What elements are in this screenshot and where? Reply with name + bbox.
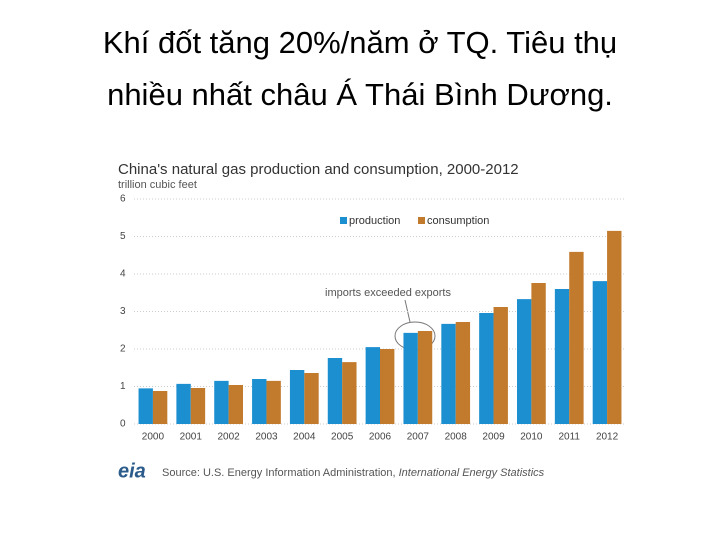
x-tick-label: 2009 xyxy=(482,432,505,443)
y-tick-label: 6 xyxy=(120,194,126,205)
bar xyxy=(569,251,584,424)
x-tick-label: 2004 xyxy=(293,432,316,443)
bar xyxy=(214,380,229,424)
y-tick-label: 5 xyxy=(120,231,126,242)
bar xyxy=(304,373,319,424)
bar xyxy=(289,370,305,424)
bar xyxy=(327,358,343,424)
bar xyxy=(455,322,471,424)
x-tick-label: 2005 xyxy=(331,432,354,443)
annotation: imports exceeded exports xyxy=(325,287,451,299)
x-tick-label: 2002 xyxy=(217,432,240,443)
bar xyxy=(607,230,622,424)
bar xyxy=(493,307,508,424)
source: Source: U.S. Energy Information Administ… xyxy=(162,467,545,479)
x-tick-label: 2011 xyxy=(558,432,580,443)
x-tick-label: 2007 xyxy=(407,432,430,443)
bar xyxy=(190,388,206,424)
y-tick-label: 3 xyxy=(120,306,126,317)
bar xyxy=(342,362,357,424)
bar xyxy=(479,313,494,424)
source-text: Source: U.S. Energy Information Administ… xyxy=(162,467,396,479)
y-tick-label: 0 xyxy=(120,419,126,430)
chart-title: China's natural gas production and consu… xyxy=(118,161,519,178)
bar xyxy=(252,379,267,424)
x-tick-label: 2010 xyxy=(520,432,543,443)
y-tick-label: 1 xyxy=(120,381,126,392)
x-tick-label: 2000 xyxy=(142,432,165,443)
bar xyxy=(403,332,418,424)
bar xyxy=(531,283,546,424)
x-tick-label: 2003 xyxy=(255,432,278,443)
y-tick-label: 2 xyxy=(120,344,126,355)
bar xyxy=(365,347,380,424)
legend-swatch xyxy=(418,217,425,224)
source-text: International Energy Statistics xyxy=(399,467,545,479)
bar xyxy=(417,331,433,424)
bar xyxy=(517,299,532,424)
x-tick-label: 2012 xyxy=(596,432,619,443)
bar xyxy=(152,391,168,424)
legend-label: consumption xyxy=(427,215,489,227)
y-tick-label: 4 xyxy=(120,269,126,280)
bar xyxy=(138,388,153,424)
x-tick-label: 2006 xyxy=(369,432,392,443)
x-tick-label: 2008 xyxy=(445,432,468,443)
bar xyxy=(266,380,281,424)
x-tick-label: 2001 xyxy=(180,432,203,443)
bar xyxy=(554,289,570,424)
logo: eia xyxy=(118,460,146,482)
bar xyxy=(441,323,456,424)
y-axis-label: trillion cubic feet xyxy=(118,179,197,191)
bar xyxy=(380,349,395,424)
bar xyxy=(592,281,608,424)
bar xyxy=(228,385,243,424)
slide-title: nhiều nhất châu Á Thái Bình Dương. xyxy=(107,77,613,112)
bar xyxy=(176,383,191,424)
legend-label: production xyxy=(349,215,400,227)
slide-title: Khí đốt tăng 20%/năm ở TQ. Tiêu thụ xyxy=(103,25,617,60)
legend-swatch xyxy=(340,217,347,224)
